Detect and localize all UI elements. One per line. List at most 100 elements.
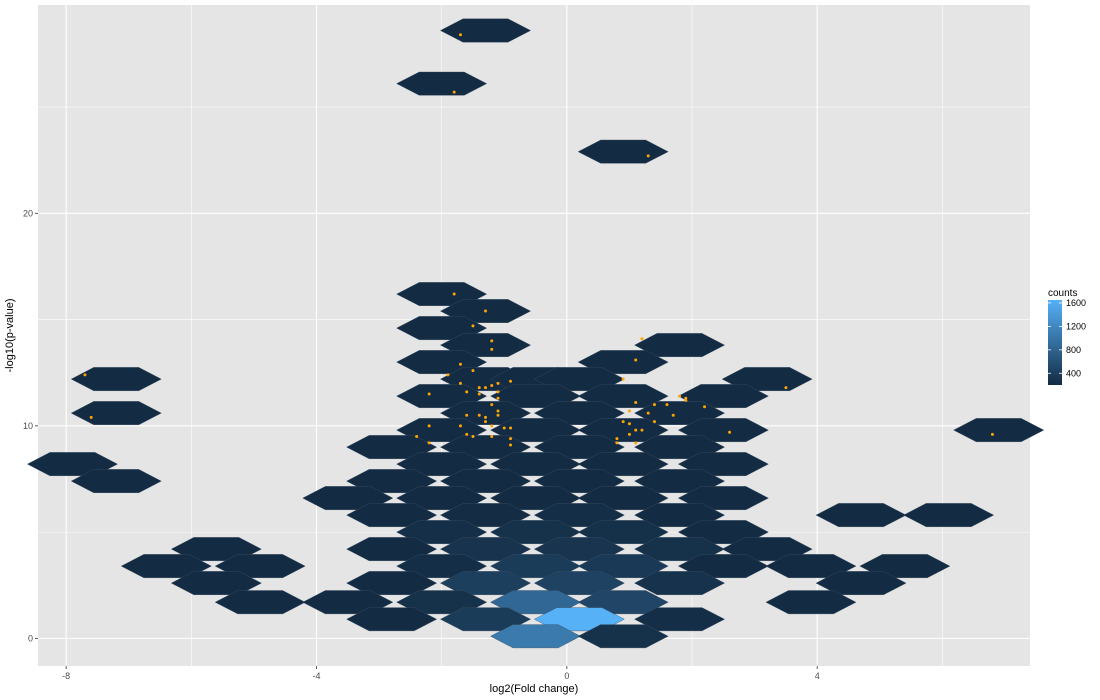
data-point [458, 33, 462, 37]
data-point [634, 441, 638, 445]
plot-panel [26, 5, 1045, 666]
hex-bin [765, 554, 857, 578]
hex-bin [396, 71, 488, 96]
hex-bin [170, 571, 262, 595]
data-point [509, 437, 513, 441]
data-point [477, 392, 481, 396]
data-point [671, 413, 675, 417]
data-point [646, 411, 650, 415]
data-point [652, 420, 656, 424]
data-point [646, 154, 650, 158]
y-axis-title: -log10(p-value) [4, 299, 16, 373]
data-point [458, 381, 462, 385]
data-point [452, 292, 456, 296]
data-point [509, 443, 513, 447]
data-point [483, 386, 487, 390]
x-tick-label: 0 [564, 671, 569, 681]
data-point [640, 428, 644, 432]
data-point [665, 403, 669, 407]
data-point [490, 383, 494, 387]
hex-bin [70, 367, 162, 391]
y-tick-label: 10 [23, 421, 33, 431]
data-point [415, 434, 419, 438]
data-point [477, 413, 481, 417]
hex-bin [346, 503, 438, 527]
data-point [627, 422, 631, 426]
y-tick-label: 20 [23, 208, 33, 218]
data-point [483, 415, 487, 419]
data-point [652, 403, 656, 407]
data-point [684, 396, 688, 400]
data-point [496, 396, 500, 400]
y-tick-label: 0 [28, 633, 33, 643]
data-point [465, 390, 469, 394]
hex-bin [634, 571, 726, 595]
hex-bin [953, 418, 1045, 442]
data-point [490, 339, 494, 343]
data-point [458, 362, 462, 366]
hex-bins [26, 18, 1045, 649]
highlight-points [83, 33, 994, 447]
x-tick-label: -8 [62, 671, 70, 681]
data-point [490, 403, 494, 407]
legend-title: counts [1048, 288, 1077, 299]
legend-tick-label: 1600 [1066, 298, 1086, 308]
data-point [496, 413, 500, 417]
data-point [490, 434, 494, 438]
data-point [490, 424, 494, 428]
data-point [627, 432, 631, 436]
data-point [627, 409, 631, 413]
legend-tick-label: 1200 [1066, 321, 1086, 331]
data-point [496, 390, 500, 394]
data-point [452, 90, 456, 94]
data-point [509, 379, 513, 383]
x-axis-title: log2(Fold change) [490, 683, 579, 695]
data-point [89, 415, 93, 419]
x-tick-label: 4 [815, 671, 820, 681]
hex-bin [346, 607, 438, 632]
data-point [490, 347, 494, 351]
data-point [427, 424, 431, 428]
data-point [634, 428, 638, 432]
data-point [465, 432, 469, 436]
hex-bin [765, 590, 857, 615]
hex-bin [439, 607, 532, 632]
legend: counts 400 800 1200 1600 [1048, 288, 1086, 385]
axes: -8 -4 0 4 0 10 20 [23, 208, 820, 681]
hex-bin [70, 469, 162, 493]
hex-bin [70, 401, 162, 425]
data-point [728, 430, 732, 434]
data-point [483, 309, 487, 313]
x-tick-label: -4 [313, 671, 321, 681]
data-point [471, 434, 475, 438]
hex-bin [577, 624, 669, 649]
hex-bin [120, 554, 212, 578]
data-point [509, 426, 513, 430]
data-point [621, 377, 625, 381]
data-point [465, 413, 469, 417]
data-point [483, 420, 487, 424]
hex-bin [439, 18, 532, 43]
legend-ticks: 400 800 1200 1600 [1048, 298, 1086, 378]
data-point [496, 409, 500, 413]
data-point [634, 358, 638, 362]
legend-colorbar [1048, 300, 1062, 385]
data-point [496, 381, 500, 385]
hex-bin [577, 139, 669, 164]
data-point [621, 420, 625, 424]
data-point [684, 398, 688, 402]
data-point [615, 437, 619, 441]
data-point [640, 337, 644, 341]
data-point [703, 405, 707, 409]
hex-bin [346, 537, 438, 561]
data-point [477, 386, 481, 390]
data-point [678, 394, 682, 398]
data-point [502, 426, 506, 430]
legend-tick-label: 800 [1066, 345, 1081, 355]
data-point [458, 424, 462, 428]
data-point [471, 324, 475, 328]
data-point [634, 400, 638, 404]
data-point [427, 441, 431, 445]
data-point [83, 373, 87, 377]
